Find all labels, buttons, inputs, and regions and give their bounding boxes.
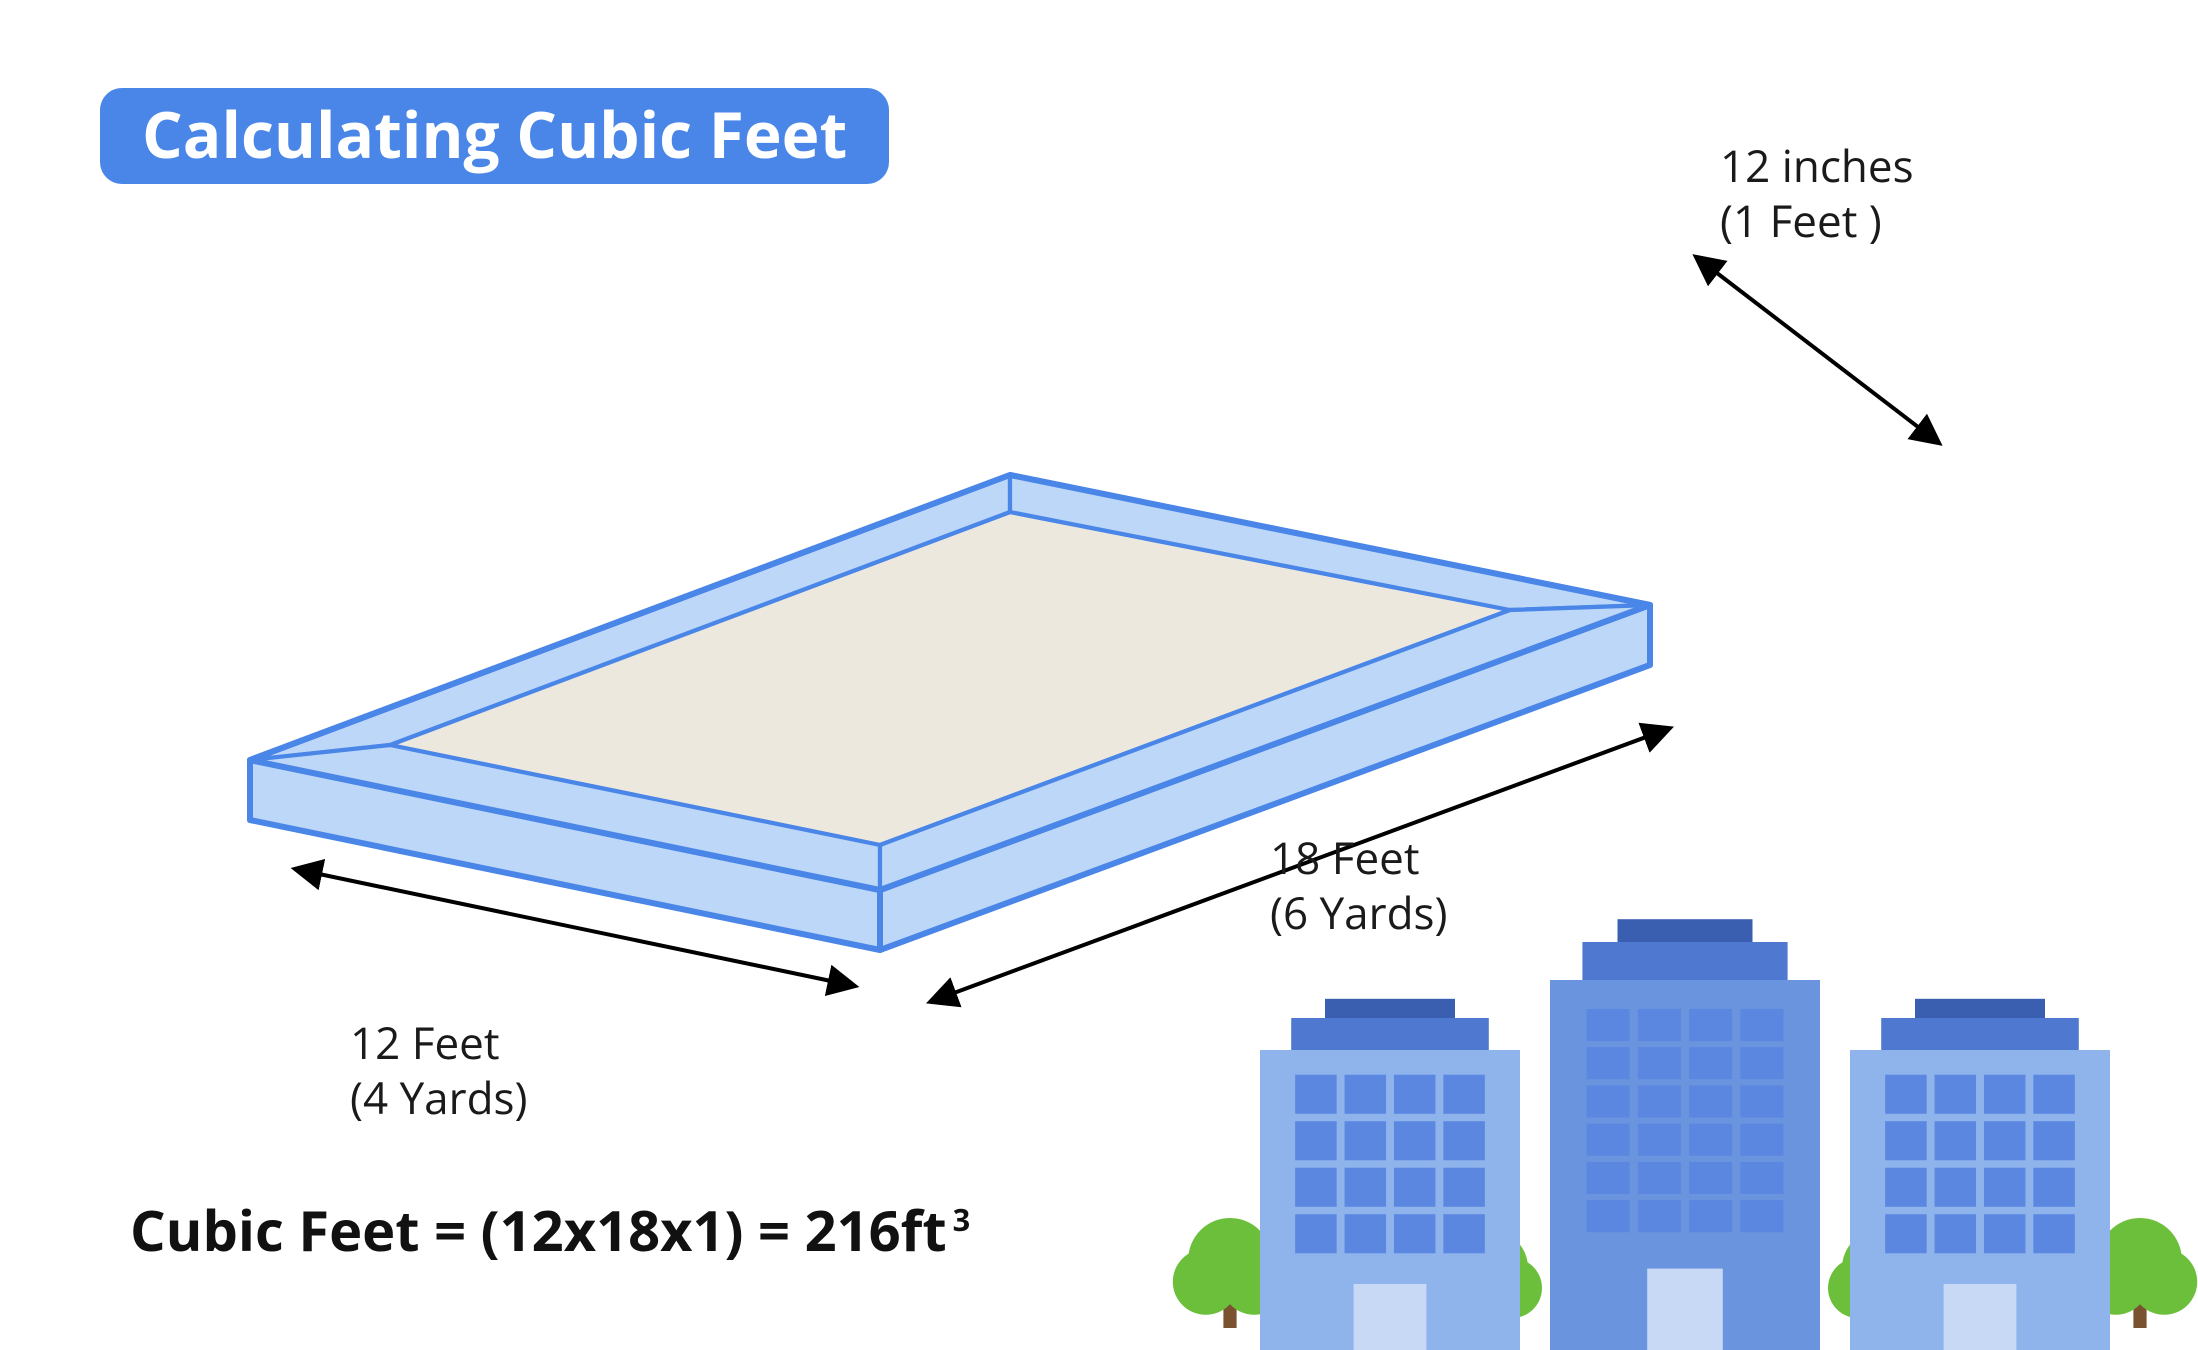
length-label: 18 Feet (6 Yards) [1270, 830, 1447, 940]
formula-text: Cubic Feet = (12x18x1) = 216ft3 [130, 1192, 970, 1268]
height-line2: (1 Feet ) [1720, 190, 1882, 250]
height-label: 12 inches (1 Feet ) [1720, 138, 1914, 248]
width-line2: (4 Yards) [350, 1067, 527, 1127]
formula-prefix: Cubic Feet = (12x18x1) = 216ft [130, 1192, 947, 1268]
formula-sup: 3 [953, 1199, 971, 1241]
length-line2: (6 Yards) [1270, 882, 1447, 942]
width-line1: 12 Feet [350, 1012, 500, 1072]
height-line1: 12 inches [1720, 135, 1914, 195]
width-label: 12 Feet (4 Yards) [350, 1015, 527, 1125]
length-line1: 18 Feet [1270, 827, 1420, 887]
cityscape-illustration [1173, 919, 2197, 1350]
